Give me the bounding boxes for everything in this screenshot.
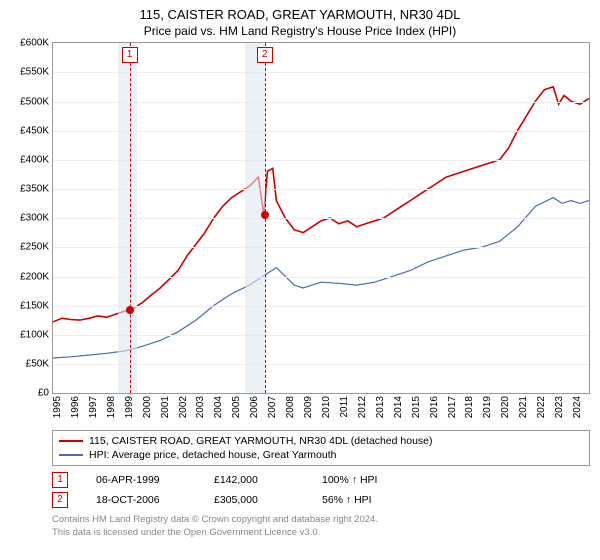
event-marker-dot (126, 306, 134, 314)
x-tick-label: 2022 (536, 396, 547, 418)
x-tick-label: 2023 (554, 396, 565, 418)
x-tick-label: 2013 (375, 396, 386, 418)
x-tick-label: 2003 (195, 396, 206, 418)
legend-swatch (59, 454, 83, 456)
x-tick-label: 2009 (303, 396, 314, 418)
legend-item: HPI: Average price, detached house, Grea… (59, 448, 583, 462)
event-row: 1 06-APR-1999 £142,000 100% ↑ HPI (52, 470, 590, 490)
y-tick-label: £400K (3, 154, 49, 165)
event-number-box: 2 (52, 492, 68, 508)
event-pct: 100% ↑ HPI (322, 474, 422, 486)
event-marker-box: 1 (122, 47, 138, 63)
event-marker-box: 2 (257, 47, 273, 63)
x-tick-label: 2004 (213, 396, 224, 418)
x-tick-label: 1995 (52, 396, 63, 418)
footer-line-2: This data is licensed under the Open Gov… (52, 527, 590, 539)
y-tick-label: £100K (3, 329, 49, 340)
y-tick-label: £450K (3, 125, 49, 136)
events-table: 1 06-APR-1999 £142,000 100% ↑ HPI 2 18-OCT-20… (52, 470, 590, 510)
chart-subtitle: Price paid vs. HM Land Registry's House … (0, 24, 600, 42)
x-tick-label: 2011 (339, 396, 350, 418)
y-tick-label: £550K (3, 67, 49, 78)
legend-item: 115, CAISTER ROAD, GREAT YARMOUTH, NR30 … (59, 434, 583, 448)
event-price: £142,000 (214, 474, 294, 486)
legend-swatch (59, 440, 83, 442)
x-tick-label: 2001 (160, 396, 171, 418)
y-tick-label: £300K (3, 213, 49, 224)
y-tick-label: £200K (3, 271, 49, 282)
x-axis-ticks: 1995 1996 1997 1998 1999 2000 2001 2002 2003 2004… (52, 394, 590, 424)
legend-label: HPI: Average price, detached house, Grea… (89, 449, 336, 461)
x-tick-label: 1996 (70, 396, 81, 418)
x-tick-label: 2002 (178, 396, 189, 418)
x-tick-label: 1997 (88, 396, 99, 418)
x-tick-label: 2021 (518, 396, 529, 418)
x-tick-label: 2012 (357, 396, 368, 418)
x-tick-label: 2015 (411, 396, 422, 418)
y-tick-label: £600K (3, 38, 49, 49)
x-tick-label: 2007 (267, 396, 278, 418)
x-tick-label: 2005 (231, 396, 242, 418)
x-tick-label: 2014 (393, 396, 404, 418)
shaded-range (118, 43, 138, 393)
x-tick-label: 2019 (482, 396, 493, 418)
y-tick-label: £500K (3, 96, 49, 107)
y-tick-label: £0 (3, 388, 49, 399)
x-tick-label: 2008 (285, 396, 296, 418)
event-price: £305,000 (214, 494, 294, 506)
x-tick-label: 2018 (464, 396, 475, 418)
x-tick-label: 2010 (321, 396, 332, 418)
x-tick-label: 1999 (124, 396, 135, 418)
chart-title: 115, CAISTER ROAD, GREAT YARMOUTH, NR30 … (0, 0, 600, 24)
event-number-box: 1 (52, 472, 68, 488)
y-tick-label: £350K (3, 184, 49, 195)
y-tick-label: £250K (3, 242, 49, 253)
event-date: 06-APR-1999 (96, 474, 186, 486)
legend-label: 115, CAISTER ROAD, GREAT YARMOUTH, NR30 … (89, 435, 433, 447)
footer-line-1: Contains HM Land Registry data © Crown c… (52, 514, 590, 526)
chart-container: 115, CAISTER ROAD, GREAT YARMOUTH, NR30 … (0, 0, 600, 560)
event-date: 18-OCT-2006 (96, 494, 186, 506)
y-tick-label: £50K (3, 359, 49, 370)
x-tick-label: 2020 (500, 396, 511, 418)
x-tick-label: 2024 (572, 396, 583, 418)
y-tick-label: £150K (3, 300, 49, 311)
x-tick-label: 2016 (429, 396, 440, 418)
plot-area: £0£50K£100K£150K£200K£250K£300K£350K£400… (52, 42, 590, 394)
x-tick-label: 2000 (142, 396, 153, 418)
event-marker-dot (261, 211, 269, 219)
x-tick-label: 2017 (447, 396, 458, 418)
event-row: 2 18-OCT-2006 £305,000 56% ↑ HPI (52, 490, 590, 510)
footer-attribution: Contains HM Land Registry data © Crown c… (52, 514, 590, 539)
legend: 115, CAISTER ROAD, GREAT YARMOUTH, NR30 … (52, 430, 590, 466)
event-pct: 56% ↑ HPI (322, 494, 422, 506)
x-tick-label: 2006 (249, 396, 260, 418)
event-marker-line (130, 43, 131, 393)
x-tick-label: 1998 (106, 396, 117, 418)
